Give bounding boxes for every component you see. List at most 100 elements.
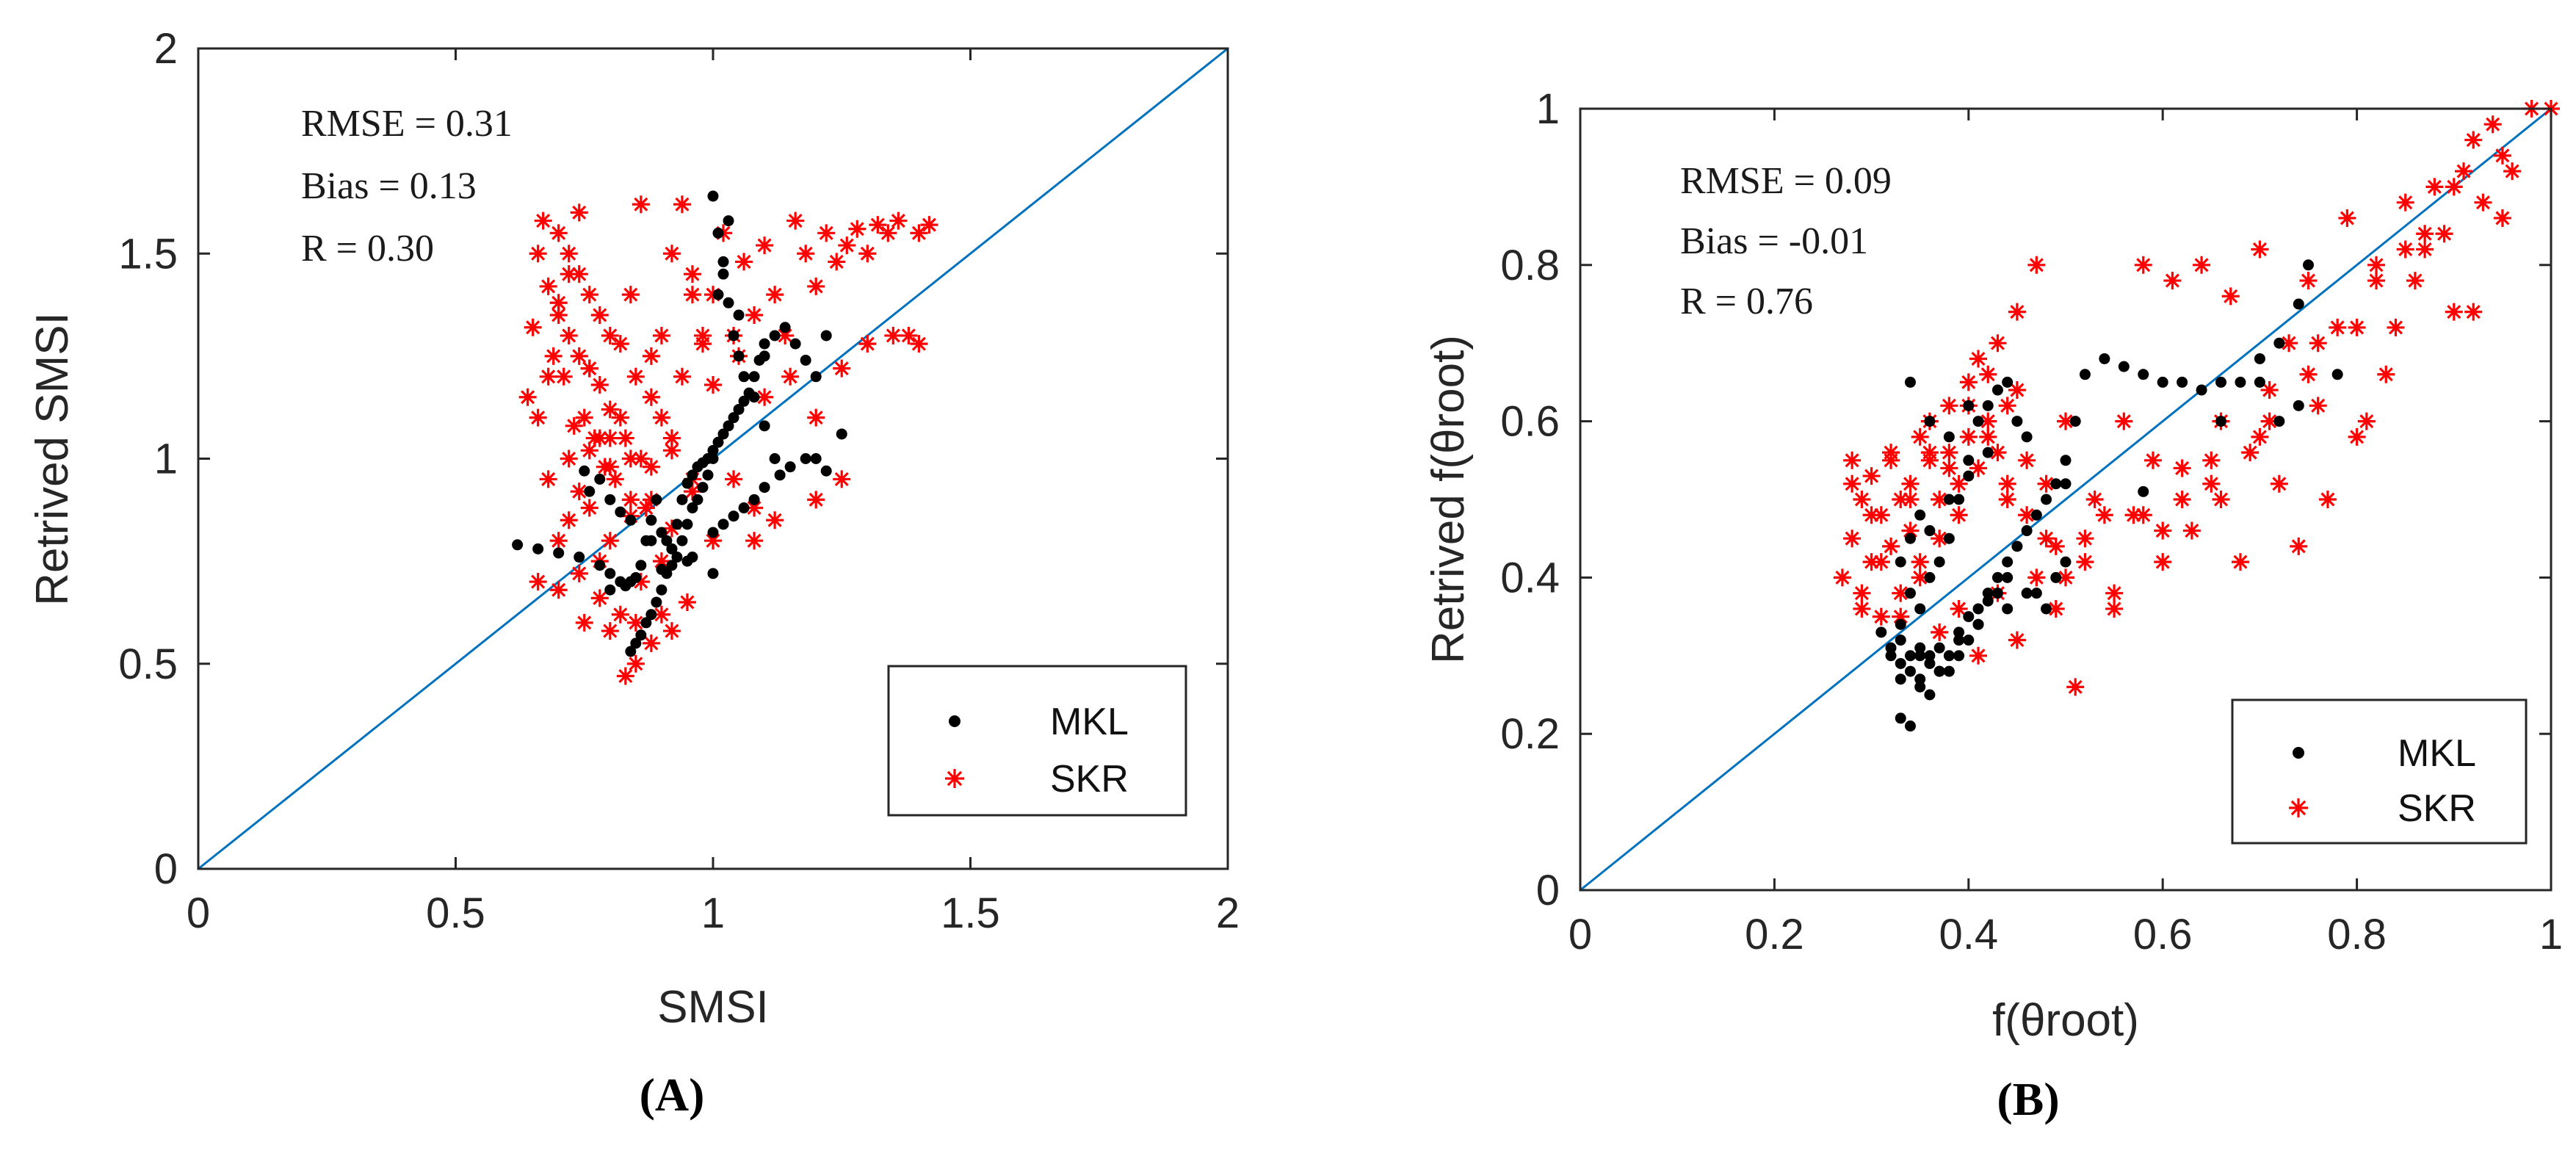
panel-a-skr-point (601, 326, 619, 344)
panel-a-skr-point (807, 491, 825, 509)
panel-b-mkl-point (1933, 665, 1945, 677)
panel-b-one-to-one-line (1580, 107, 2552, 892)
panel-b-skr-point (2047, 537, 2065, 555)
panel-a-mkl-point (687, 502, 698, 514)
panel-a-skr-point (529, 408, 547, 427)
panel-a-skr-point (662, 441, 681, 460)
panel-b-mkl-point (2060, 478, 2072, 490)
panel-b-mkl-point (1924, 571, 1936, 583)
panel-a-y-tick-label: 1.5 (118, 230, 178, 278)
panel-b-mkl-point (2069, 416, 2081, 427)
panel-b-mkl-point (1904, 650, 1916, 662)
panel-a-mkl-point (800, 453, 811, 464)
panel-b-mkl-point (2235, 376, 2246, 388)
panel-a-skr-point (539, 277, 557, 295)
panel-a: 0 0.5 1 1.5 2 0 0.5 1 1.5 2 RMSE = 0.31 Bias = 0.… (27, 25, 1240, 1121)
panel-b-mkl-point (1924, 416, 1936, 427)
panel-b-mkl-point (2021, 588, 2033, 599)
panel-b-skr-point (1901, 474, 1920, 493)
panel-b-skr-point (1853, 491, 1871, 508)
panel-a-skr-point (601, 458, 619, 476)
panel-a-skr-point (869, 216, 887, 234)
panel-b-legend-box (2231, 698, 2528, 845)
panel-a-skr-point (642, 634, 660, 652)
panel-a-mkl-point (748, 391, 760, 403)
panel-a-mkl-point (723, 215, 734, 227)
panel-a-skr-point (611, 335, 629, 353)
panel-b-skr-point (2377, 365, 2395, 383)
panel-a-mkl-point (836, 428, 847, 440)
panel-b-skr-point (1843, 530, 1862, 548)
panel-b-x-tick-label: 0 (1569, 911, 1592, 958)
panel-b-mkl-point (1914, 650, 1926, 662)
panel-b-skr-point (2357, 412, 2376, 430)
panel-b-mkl-point (2293, 298, 2304, 310)
panel-b-skr-point (2367, 256, 2386, 274)
panel-b-mkl-point (1895, 618, 1906, 630)
panel-a-skr-point (601, 429, 619, 447)
panel-a-mkl-point (733, 350, 745, 362)
panel-b-mkl-point (2138, 369, 2149, 380)
panel-b-skr-point (2008, 381, 2026, 400)
panel-a-mkl-point (769, 330, 781, 342)
panel-a-skr-point (539, 367, 557, 386)
panel-b-skr-point (2251, 240, 2269, 259)
panel-a-skr-point (642, 347, 660, 365)
panel-b-skr-point (2367, 272, 2386, 290)
panel-a-y-tick-label: 0 (154, 845, 178, 893)
panel-a-skr-point (745, 532, 764, 550)
panel-b-skr-point (2425, 178, 2444, 196)
panel-b-skr-point (2105, 584, 2124, 602)
panel-b-mkl-point (2157, 376, 2168, 388)
panel-b-mkl-point (1982, 447, 1994, 458)
panel-a-skr-point (776, 326, 795, 344)
panel-b-skr-point (2027, 256, 2046, 274)
panel-a-skr-point (683, 483, 701, 501)
panel-a-mkl-point (707, 527, 719, 538)
panel-b-skr-point (1959, 373, 1978, 391)
panel-b-legend-mkl-marker (2293, 747, 2304, 759)
panel-a-skr-point (828, 253, 846, 271)
panel-a-skr-point (621, 449, 640, 468)
panel-b-mkl-point (2331, 369, 2343, 380)
panel-a-skr-point (560, 245, 578, 263)
panel-b-mkl-point (2273, 416, 2285, 427)
panel-b-skr-point (2143, 451, 2162, 469)
panel-a-mkl-point (676, 494, 688, 505)
panel-a-skr-point (626, 613, 645, 632)
panel-a-skr-point (611, 408, 629, 427)
panel-b-skr-point (2318, 491, 2337, 508)
panel-a-skr-point (560, 511, 578, 530)
panel-b-mkl-point (2254, 376, 2265, 388)
panel-a-mkl-point (615, 506, 626, 518)
panel-a-skr-point (626, 654, 645, 673)
panel-a-mkl-point (625, 514, 637, 526)
panel-a-skr-point (549, 532, 568, 550)
panel-a-skr-point (817, 224, 836, 242)
panel-b-skr-point (1998, 474, 2016, 493)
panel-b-mkl-point (1982, 588, 1994, 599)
panel-b-skr-point (2299, 365, 2318, 383)
panel-b: 0 0.2 0.4 0.6 0.8 1 0 0.2 0.4 0.6 0.8 1 RMSE = 0.09… (1423, 85, 2563, 1125)
panel-b-skr-point (2018, 506, 2036, 524)
panel-a-legend: MKL SKR (887, 665, 1187, 817)
panel-a-skr-point (544, 347, 562, 365)
panel-b-mkl-point (1895, 556, 1906, 568)
panel-a-skr-point (781, 367, 800, 386)
panel-b-skr-point (2309, 334, 2327, 353)
panel-b-mkl-point (1953, 626, 1965, 638)
panel-a-mkl-point (738, 502, 750, 514)
panel-a-mkl-point (651, 494, 662, 505)
panel-a-skr-point (642, 458, 660, 476)
panel-b-mkl-point (2050, 571, 2062, 583)
panel-a-skr-point (539, 470, 557, 488)
panel-b-skr-point (2503, 162, 2522, 181)
panel-b-skr-point (1959, 427, 1978, 446)
panel-a-skr-point (889, 212, 908, 230)
panel-a-skr-point (580, 499, 598, 517)
panel-b-skr-point (1872, 506, 1890, 524)
panel-a-mkl-point (774, 469, 786, 481)
panel-a-skr-point (766, 286, 784, 304)
panel-b-skr-point (2348, 427, 2366, 446)
panel-b-y-tick-label: 0.2 (1500, 710, 1560, 758)
